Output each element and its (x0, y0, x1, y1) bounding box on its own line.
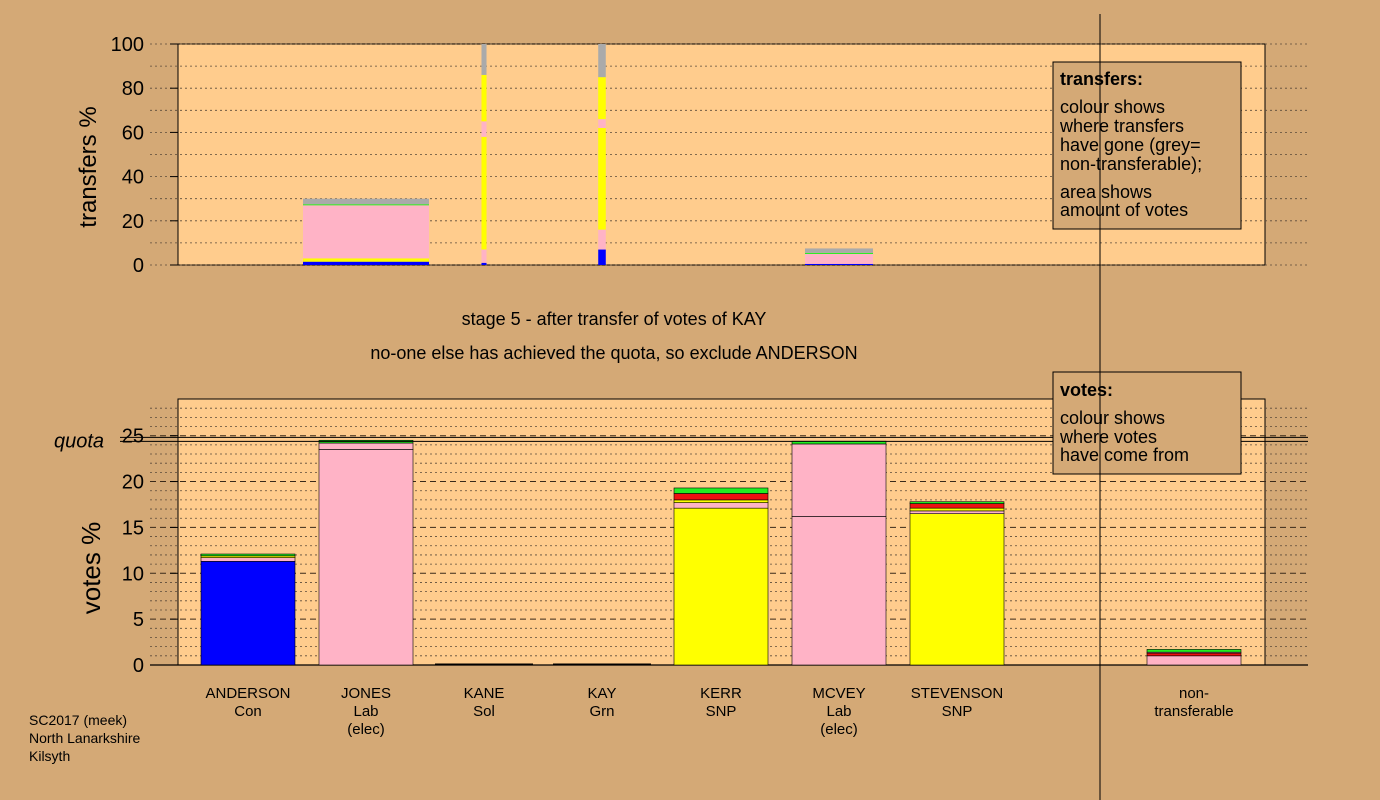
candidate-label: STEVENSON (911, 685, 1004, 702)
vote-segment (318, 449, 414, 666)
transfers-y-tick-label: 80 (122, 78, 144, 100)
transfer-segment (804, 252, 874, 254)
transfer-segment (481, 44, 487, 75)
vote-segment (673, 499, 769, 503)
candidate-label: transferable (1154, 703, 1233, 720)
candidate-label: KAY (588, 685, 617, 702)
transfer-segment (598, 127, 606, 230)
transfers-y-tick-label: 100 (111, 34, 144, 56)
footer-line: SC2017 (meek) (29, 712, 127, 728)
transfer-segment (598, 229, 606, 250)
votes-legend-line: where votes (1059, 427, 1157, 447)
votes-legend-title: votes: (1060, 380, 1113, 400)
transfer-segment (303, 261, 429, 265)
vote-segment (1146, 652, 1242, 657)
candidate-label: Con (234, 703, 262, 720)
votes-y-tick-label: 10 (122, 563, 144, 585)
votes-y-tick-label: 25 (122, 426, 144, 448)
vote-segment (673, 493, 769, 501)
transfer-segment (598, 249, 606, 265)
vote-segment (673, 487, 769, 494)
transfer-segment (598, 77, 606, 120)
vote-segment (791, 516, 887, 666)
votes-legend-line: colour shows (1060, 408, 1165, 428)
transfer-segment (481, 262, 487, 265)
transfer-segment (303, 258, 429, 262)
transfers-legend: transfers: colour shows where transfers … (1052, 61, 1242, 230)
transfer-segment (804, 253, 874, 264)
vote-segment (791, 443, 887, 517)
transfers-y-tick-label: 20 (122, 211, 144, 233)
candidate-label: Sol (473, 703, 495, 720)
transfers-y-tick-label: 40 (122, 167, 144, 189)
footer-line: Kilsyth (29, 748, 70, 764)
transfer-segment (303, 205, 429, 259)
vote-segment (200, 557, 296, 562)
vote-segment (318, 442, 414, 450)
candidate-label: ANDERSON (205, 685, 290, 702)
vote-segment (909, 503, 1005, 509)
transfers-legend-line: where transfers (1059, 116, 1184, 136)
candidate-label: SNP (942, 703, 973, 720)
votes-legend-line: have come from (1060, 445, 1189, 465)
candidate-label: Grn (589, 703, 614, 720)
candidate-label: non- (1179, 685, 1209, 702)
transfer-segment (481, 136, 487, 250)
transfer-segment (303, 204, 429, 206)
candidate-label: (elec) (820, 721, 858, 738)
votes-y-ticks: 0 5 10 15 20 25 (122, 426, 178, 677)
candidate-label: JONES (341, 685, 391, 702)
transfer-segment (804, 248, 874, 253)
transfers-legend-title: transfers: (1060, 69, 1143, 89)
transfers-y-tick-label: 0 (133, 255, 144, 277)
transfers-legend-line: have gone (grey= (1060, 135, 1201, 155)
transfers-legend-line: area shows (1060, 182, 1152, 202)
candidate-label: KANE (464, 685, 505, 702)
candidate-label: (elec) (347, 721, 385, 738)
transfer-segment (481, 74, 487, 122)
votes-x-labels: ANDERSONConJONESLab(elec)KANESolKAYGrnKE… (205, 685, 1233, 738)
quota-label: quota (54, 430, 104, 452)
candidate-label: MCVEY (812, 685, 865, 702)
votes-y-tick-label: 5 (133, 609, 144, 631)
vote-segment (200, 553, 296, 557)
transfers-bars (303, 44, 874, 265)
vote-segment (909, 501, 1005, 504)
votes-legend: votes: colour shows where votes have com… (1052, 371, 1242, 475)
transfer-segment (598, 44, 606, 78)
transfer-segment (481, 121, 487, 137)
candidate-label: Lab (826, 703, 851, 720)
candidate-label: KERR (700, 685, 742, 702)
stage-line-2: no-one else has achieved the quota, so e… (370, 343, 857, 363)
vote-segment (673, 502, 769, 509)
transfer-segment (481, 249, 487, 263)
transfers-legend-line: amount of votes (1060, 200, 1188, 220)
vote-segment (909, 507, 1005, 512)
transfers-legend-line: colour shows (1060, 97, 1165, 117)
footer-line: North Lanarkshire (29, 730, 140, 746)
candidate-label: SNP (706, 703, 737, 720)
votes-y-tick-label: 20 (122, 472, 144, 494)
vote-segment (673, 507, 769, 666)
transfer-segment (804, 263, 874, 265)
candidate-label: Lab (353, 703, 378, 720)
votes-y-tick-label: 0 (133, 655, 144, 677)
stage-line-1: stage 5 - after transfer of votes of KAY (462, 309, 767, 329)
transfers-y-tick-label: 60 (122, 122, 144, 144)
votes-legend-box (1052, 371, 1242, 475)
transfer-segment (303, 198, 429, 205)
vote-segment (909, 513, 1005, 666)
vote-segment (1146, 649, 1242, 653)
transfers-legend-box (1052, 61, 1242, 230)
vote-segment (909, 510, 1005, 514)
transfer-segment (598, 119, 606, 128)
votes-y-axis-label: votes % (76, 522, 106, 615)
transfers-y-ticks: 0 20 40 60 80 100 (111, 34, 178, 277)
transfers-legend-line: non-transferable); (1060, 154, 1202, 174)
transfers-y-axis-label: transfers % (75, 106, 102, 227)
vote-segment (1146, 655, 1242, 666)
votes-y-tick-label: 15 (122, 517, 144, 539)
vote-segment (200, 561, 296, 666)
